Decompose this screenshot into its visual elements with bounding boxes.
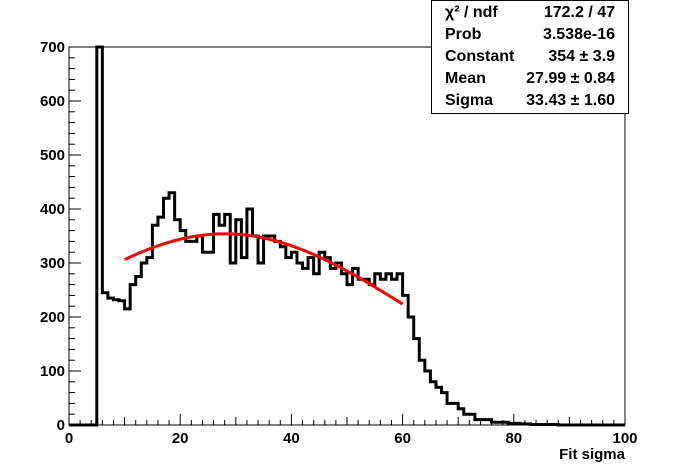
stats-row: Constant 354 ± 3.9	[432, 46, 628, 68]
x-tick-label: 100	[612, 430, 637, 447]
y-tick-label: 100	[40, 363, 65, 380]
stats-row: Mean 27.99 ± 0.84	[432, 68, 628, 90]
y-tick-label: 700	[40, 39, 65, 56]
stats-value: 172.2 / 47	[543, 4, 615, 21]
y-tick-label: 500	[40, 147, 65, 164]
stats-box: χ² / ndf 172.2 / 47 Prob 3.538e-16 Constant 3…	[431, 0, 629, 114]
stats-row: Prob 3.538e-16	[432, 24, 628, 46]
x-tick-label: 0	[65, 430, 73, 447]
stats-label: Sigma	[445, 92, 494, 109]
y-tick-label: 400	[40, 201, 65, 218]
x-tick-label: 80	[505, 430, 522, 447]
stats-value: 3.538e-16	[542, 26, 615, 43]
stats-value: 354 ± 3.9	[548, 48, 615, 65]
y-tick-label: 200	[40, 309, 65, 326]
y-tick-label: 600	[40, 93, 65, 110]
stats-value: 33.43 ± 1.60	[526, 92, 615, 109]
stats-value: 27.99 ± 0.84	[526, 70, 615, 87]
y-tick-label: 0	[57, 417, 65, 434]
x-tick-label: 60	[394, 430, 411, 447]
stats-label: Constant	[445, 48, 515, 65]
stats-label: Mean	[445, 70, 486, 87]
x-axis: 0 20 40 60 80 100	[65, 414, 638, 447]
stats-row: Sigma 33.43 ± 1.60	[432, 90, 628, 112]
histogram-line	[69, 45, 625, 427]
stats-label: Prob	[445, 26, 482, 43]
stats-label: χ² / ndf	[445, 4, 498, 21]
y-tick-label: 300	[40, 255, 65, 272]
y-axis: 0 100 200 300 400 500 600 700	[40, 39, 81, 434]
stats-row: χ² / ndf 172.2 / 47	[432, 2, 628, 24]
x-tick-label: 40	[283, 430, 300, 447]
fit-curve	[123, 232, 404, 306]
x-axis-title: Fit sigma	[559, 446, 626, 463]
x-tick-label: 20	[172, 430, 189, 447]
